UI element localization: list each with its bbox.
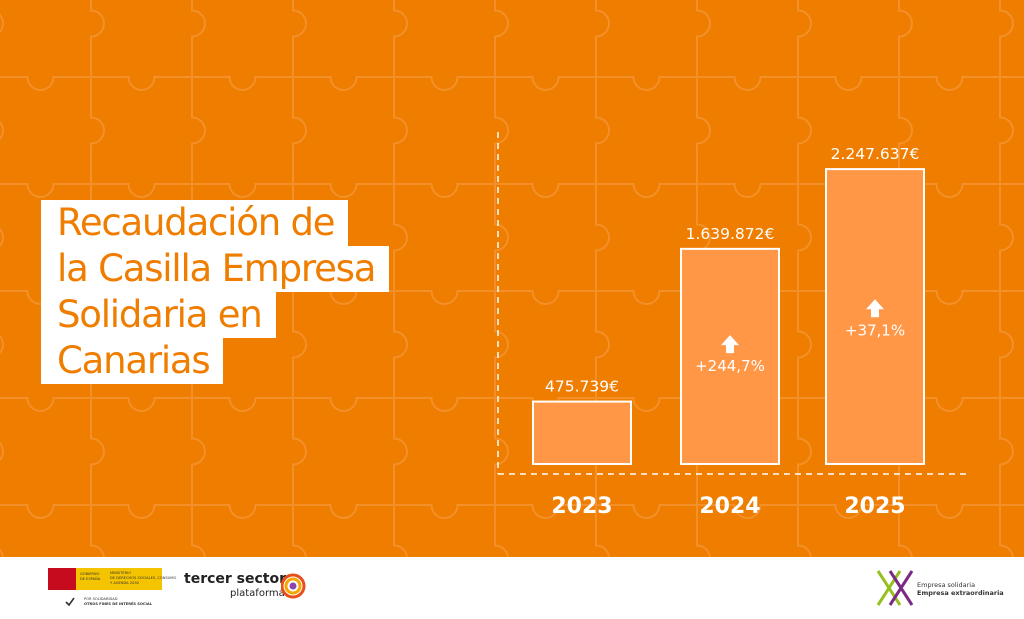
bar-2024 <box>680 247 780 465</box>
value-label-2023: 475.739€ <box>545 378 619 396</box>
ministry-line-1: MINISTERIO <box>110 571 132 575</box>
ministry-line-3: Y AGENDA 2030 <box>110 581 139 585</box>
bar-2023 <box>532 400 632 465</box>
title-line-2: la Casilla Empresa <box>41 246 390 292</box>
empresa-solidaria-logo-icon <box>876 570 914 606</box>
orange-background: Recaudación de la Casilla Empresa Solida… <box>0 0 1024 557</box>
up-arrow-icon <box>721 335 739 354</box>
value-label-2024: 1.639.872€ <box>686 225 775 243</box>
category-label-2025: 2025 <box>844 494 905 519</box>
change-label-2024: +244,7% <box>695 357 765 375</box>
change-label-2025: +37,1% <box>845 321 905 339</box>
up-arrow-icon <box>866 299 884 318</box>
gov-note-line-1: POR SOLIDARIDAD <box>84 597 118 601</box>
gov-line-2: DE ESPAÑA <box>80 577 101 581</box>
gov-line-1: GOBIERNO <box>80 572 100 576</box>
bar-2025 <box>825 168 925 466</box>
bar-chart: 475.739€ 2023 1.639.872€ 2024 +244,7% 2.247.6… <box>497 132 966 519</box>
coat-of-arms-icon <box>48 568 76 590</box>
title-line-4: Canarias <box>41 338 224 384</box>
tercer-sector-logo-text: tercer sector <box>184 571 287 587</box>
government-logo: GOBIERNO DE ESPAÑA MINISTERIO DE DERECHO… <box>48 568 176 590</box>
gov-note-line-2: OTROS FINES DE INTERÉS SOCIAL <box>84 602 152 606</box>
category-label-2023: 2023 <box>551 494 612 519</box>
empresa-solidaria-text: Empresa solidaria <box>917 581 976 589</box>
ministry-line-2: DE DERECHOS SOCIALES, CONSUMO <box>110 576 177 580</box>
title-line-3: Solidaria en <box>41 292 276 338</box>
tercer-sector-circle-icon <box>281 573 306 599</box>
check-icon <box>65 597 75 607</box>
empresa-extraordinaria-text: Empresa extraordinaria <box>917 589 1004 597</box>
value-label-2025: 2.247.637€ <box>831 145 920 163</box>
category-label-2024: 2024 <box>699 494 760 519</box>
footer: GOBIERNO DE ESPAÑA MINISTERIO DE DERECHO… <box>0 557 1024 619</box>
title-line-1: Recaudación de <box>41 200 349 246</box>
plataforma-text: plataforma <box>230 588 285 599</box>
